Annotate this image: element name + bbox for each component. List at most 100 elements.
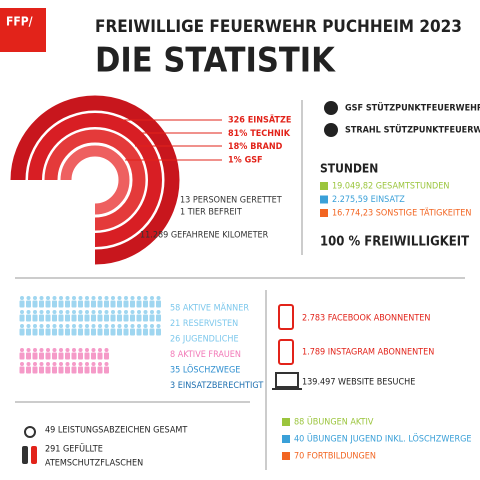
- person-icon: [19, 328, 25, 336]
- person-icon: [85, 310, 89, 314]
- person-icon: [143, 296, 148, 300]
- rescued: 1 TIER BEFREIT: [180, 208, 242, 218]
- person-icon: [71, 314, 77, 322]
- pointer-lines: [120, 119, 222, 161]
- person-icon: [130, 310, 135, 314]
- person-icon: [150, 296, 154, 300]
- person-icon: [39, 328, 44, 336]
- person-icon: [72, 324, 76, 328]
- person-icon: [52, 310, 57, 314]
- people-icons: [19, 296, 161, 374]
- social: 2.783 FACEBOOK ABONNENTEN 1.789 INSTAGRAM…: [302, 314, 434, 388]
- person-icon: [91, 362, 96, 366]
- person-icon: [124, 324, 128, 328]
- person-icon: [52, 328, 57, 336]
- person-icon: [156, 300, 161, 308]
- person-icon: [39, 352, 44, 360]
- hours-item: 2.275,59 EINSATZ: [332, 195, 405, 205]
- person-icon: [65, 348, 70, 352]
- rings: [10, 95, 180, 265]
- person-icon: [98, 348, 102, 352]
- person-icon: [117, 300, 122, 308]
- person-icon: [104, 348, 109, 352]
- person-icon: [65, 296, 70, 300]
- member-item: 3 EINSATZBERECHTIGT: [170, 381, 263, 391]
- person-icon: [156, 296, 161, 300]
- person-icon: [111, 324, 115, 328]
- ring: [60, 145, 130, 215]
- person-icon: [45, 366, 51, 374]
- person-icon: [117, 310, 122, 314]
- person-icon: [91, 310, 96, 314]
- person-icon: [32, 314, 38, 322]
- hours-item: 19.049,82 GESAMTSTUNDEN: [332, 182, 449, 192]
- person-icon: [97, 300, 103, 308]
- person-icon: [45, 314, 51, 322]
- person-icon: [71, 352, 77, 360]
- person-icon: [84, 352, 90, 360]
- person-icon: [65, 310, 70, 314]
- person-icon: [59, 310, 63, 314]
- person-icon: [46, 310, 50, 314]
- person-icon: [20, 348, 24, 352]
- person-icon: [52, 314, 57, 322]
- person-icon: [97, 352, 103, 360]
- person-icon: [137, 310, 141, 314]
- person-icon: [98, 324, 102, 328]
- person-icon: [98, 310, 102, 314]
- member-item: 26 JUGENDLICHE: [170, 335, 239, 345]
- person-icon: [97, 314, 103, 322]
- person-icon: [123, 300, 129, 308]
- person-icon: [72, 296, 76, 300]
- person-icon: [85, 362, 89, 366]
- person-icon: [26, 310, 31, 314]
- person-icon: [104, 300, 109, 308]
- person-icon: [65, 352, 70, 360]
- person-icon: [58, 314, 64, 322]
- person-icon: [52, 296, 57, 300]
- person-icon: [39, 348, 44, 352]
- person-icon: [19, 352, 25, 360]
- person-icon: [104, 362, 109, 366]
- person-icon: [59, 296, 63, 300]
- person-icon: [149, 300, 155, 308]
- person-icon: [84, 328, 90, 336]
- person-icon: [143, 328, 148, 336]
- member-item: 35 LÖSCHZWEGE: [170, 365, 240, 376]
- person-icon: [91, 352, 96, 360]
- hours-item: 16.774,23 SONSTIGE TÄTIGKEITEN: [332, 208, 471, 219]
- person-icon: [124, 310, 128, 314]
- ring: [10, 95, 180, 265]
- person-icon: [84, 314, 90, 322]
- person-icon: [156, 310, 161, 314]
- person-icon: [111, 310, 115, 314]
- title: FREIWILLIGE FEUERWEHR PUCHHEIM 2023: [95, 17, 462, 37]
- person-icon: [33, 362, 37, 366]
- person-icon: [33, 348, 37, 352]
- social-item: 1.789 INSTAGRAM ABONNENTEN: [302, 348, 434, 358]
- person-icon: [91, 348, 96, 352]
- person-icon: [91, 324, 96, 328]
- person-icon: [117, 296, 122, 300]
- person-icon: [110, 328, 116, 336]
- person-icon: [123, 314, 129, 322]
- person-icon: [59, 362, 63, 366]
- social-item: 2.783 FACEBOOK ABONNENTEN: [302, 314, 430, 324]
- person-icon: [32, 300, 38, 308]
- person-icon: [136, 314, 142, 322]
- person-icon: [85, 296, 89, 300]
- person-icon: [150, 324, 154, 328]
- logo-box: [0, 8, 46, 52]
- legend-swatch: [320, 209, 328, 217]
- person-icon: [104, 352, 109, 360]
- person-icon: [52, 352, 57, 360]
- person-icon: [104, 366, 109, 374]
- person-icon: [39, 310, 44, 314]
- person-icon: [91, 328, 96, 336]
- person-icon: [45, 352, 51, 360]
- person-icon: [149, 314, 155, 322]
- person-icon: [39, 314, 44, 322]
- person-icon: [117, 324, 122, 328]
- person-icon: [65, 362, 70, 366]
